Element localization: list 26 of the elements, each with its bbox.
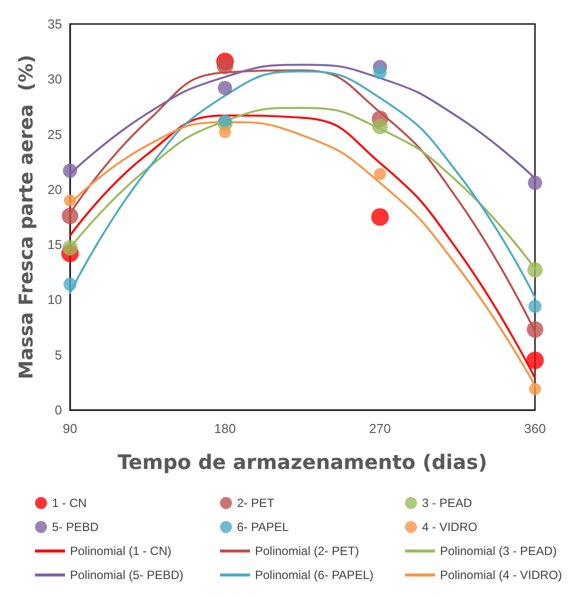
legend-label: 2- PET <box>237 496 276 510</box>
y-tick-label: 10 <box>48 292 62 308</box>
y-tick-label: 30 <box>48 72 62 87</box>
legend-label: 3 - PEAD <box>422 496 472 510</box>
legend-label: 1 - CN <box>52 496 87 510</box>
x-tick-label: 360 <box>524 421 546 436</box>
legend-label: Polinomial (5- PEBD) <box>70 568 184 582</box>
y-tick-label: 20 <box>48 182 62 197</box>
legend-label: 6- PAPEL <box>237 520 290 534</box>
x-tick-label: 90 <box>62 421 78 436</box>
y-axis-title: Massa Fresca parte aerea (%) <box>16 54 38 380</box>
legend-label: 5- PEBD <box>52 520 100 534</box>
legend-label: Polinomial (2- PET) <box>255 544 360 558</box>
legend-label: 4 - VIDRO <box>422 520 478 534</box>
y-tick-label: 0 <box>54 402 62 418</box>
x-axis-title: Tempo de armazenamento (dias) <box>118 450 488 474</box>
x-tick-label: 180 <box>214 421 236 436</box>
y-tick-label: 35 <box>48 16 62 32</box>
legend-label: Polinomial (6- PAPEL) <box>255 568 374 582</box>
y-tick-label: 5 <box>54 347 62 362</box>
legend-label: Polinomial (1 - CN) <box>70 544 172 558</box>
legend-label: Polinomial (3 - PEAD) <box>440 544 557 558</box>
x-tick-label: 270 <box>369 421 391 436</box>
legend-label: Polinomial (4 - VIDRO) <box>440 568 562 582</box>
y-tick-label: 15 <box>48 237 62 252</box>
y-tick-label: 25 <box>48 126 62 142</box>
